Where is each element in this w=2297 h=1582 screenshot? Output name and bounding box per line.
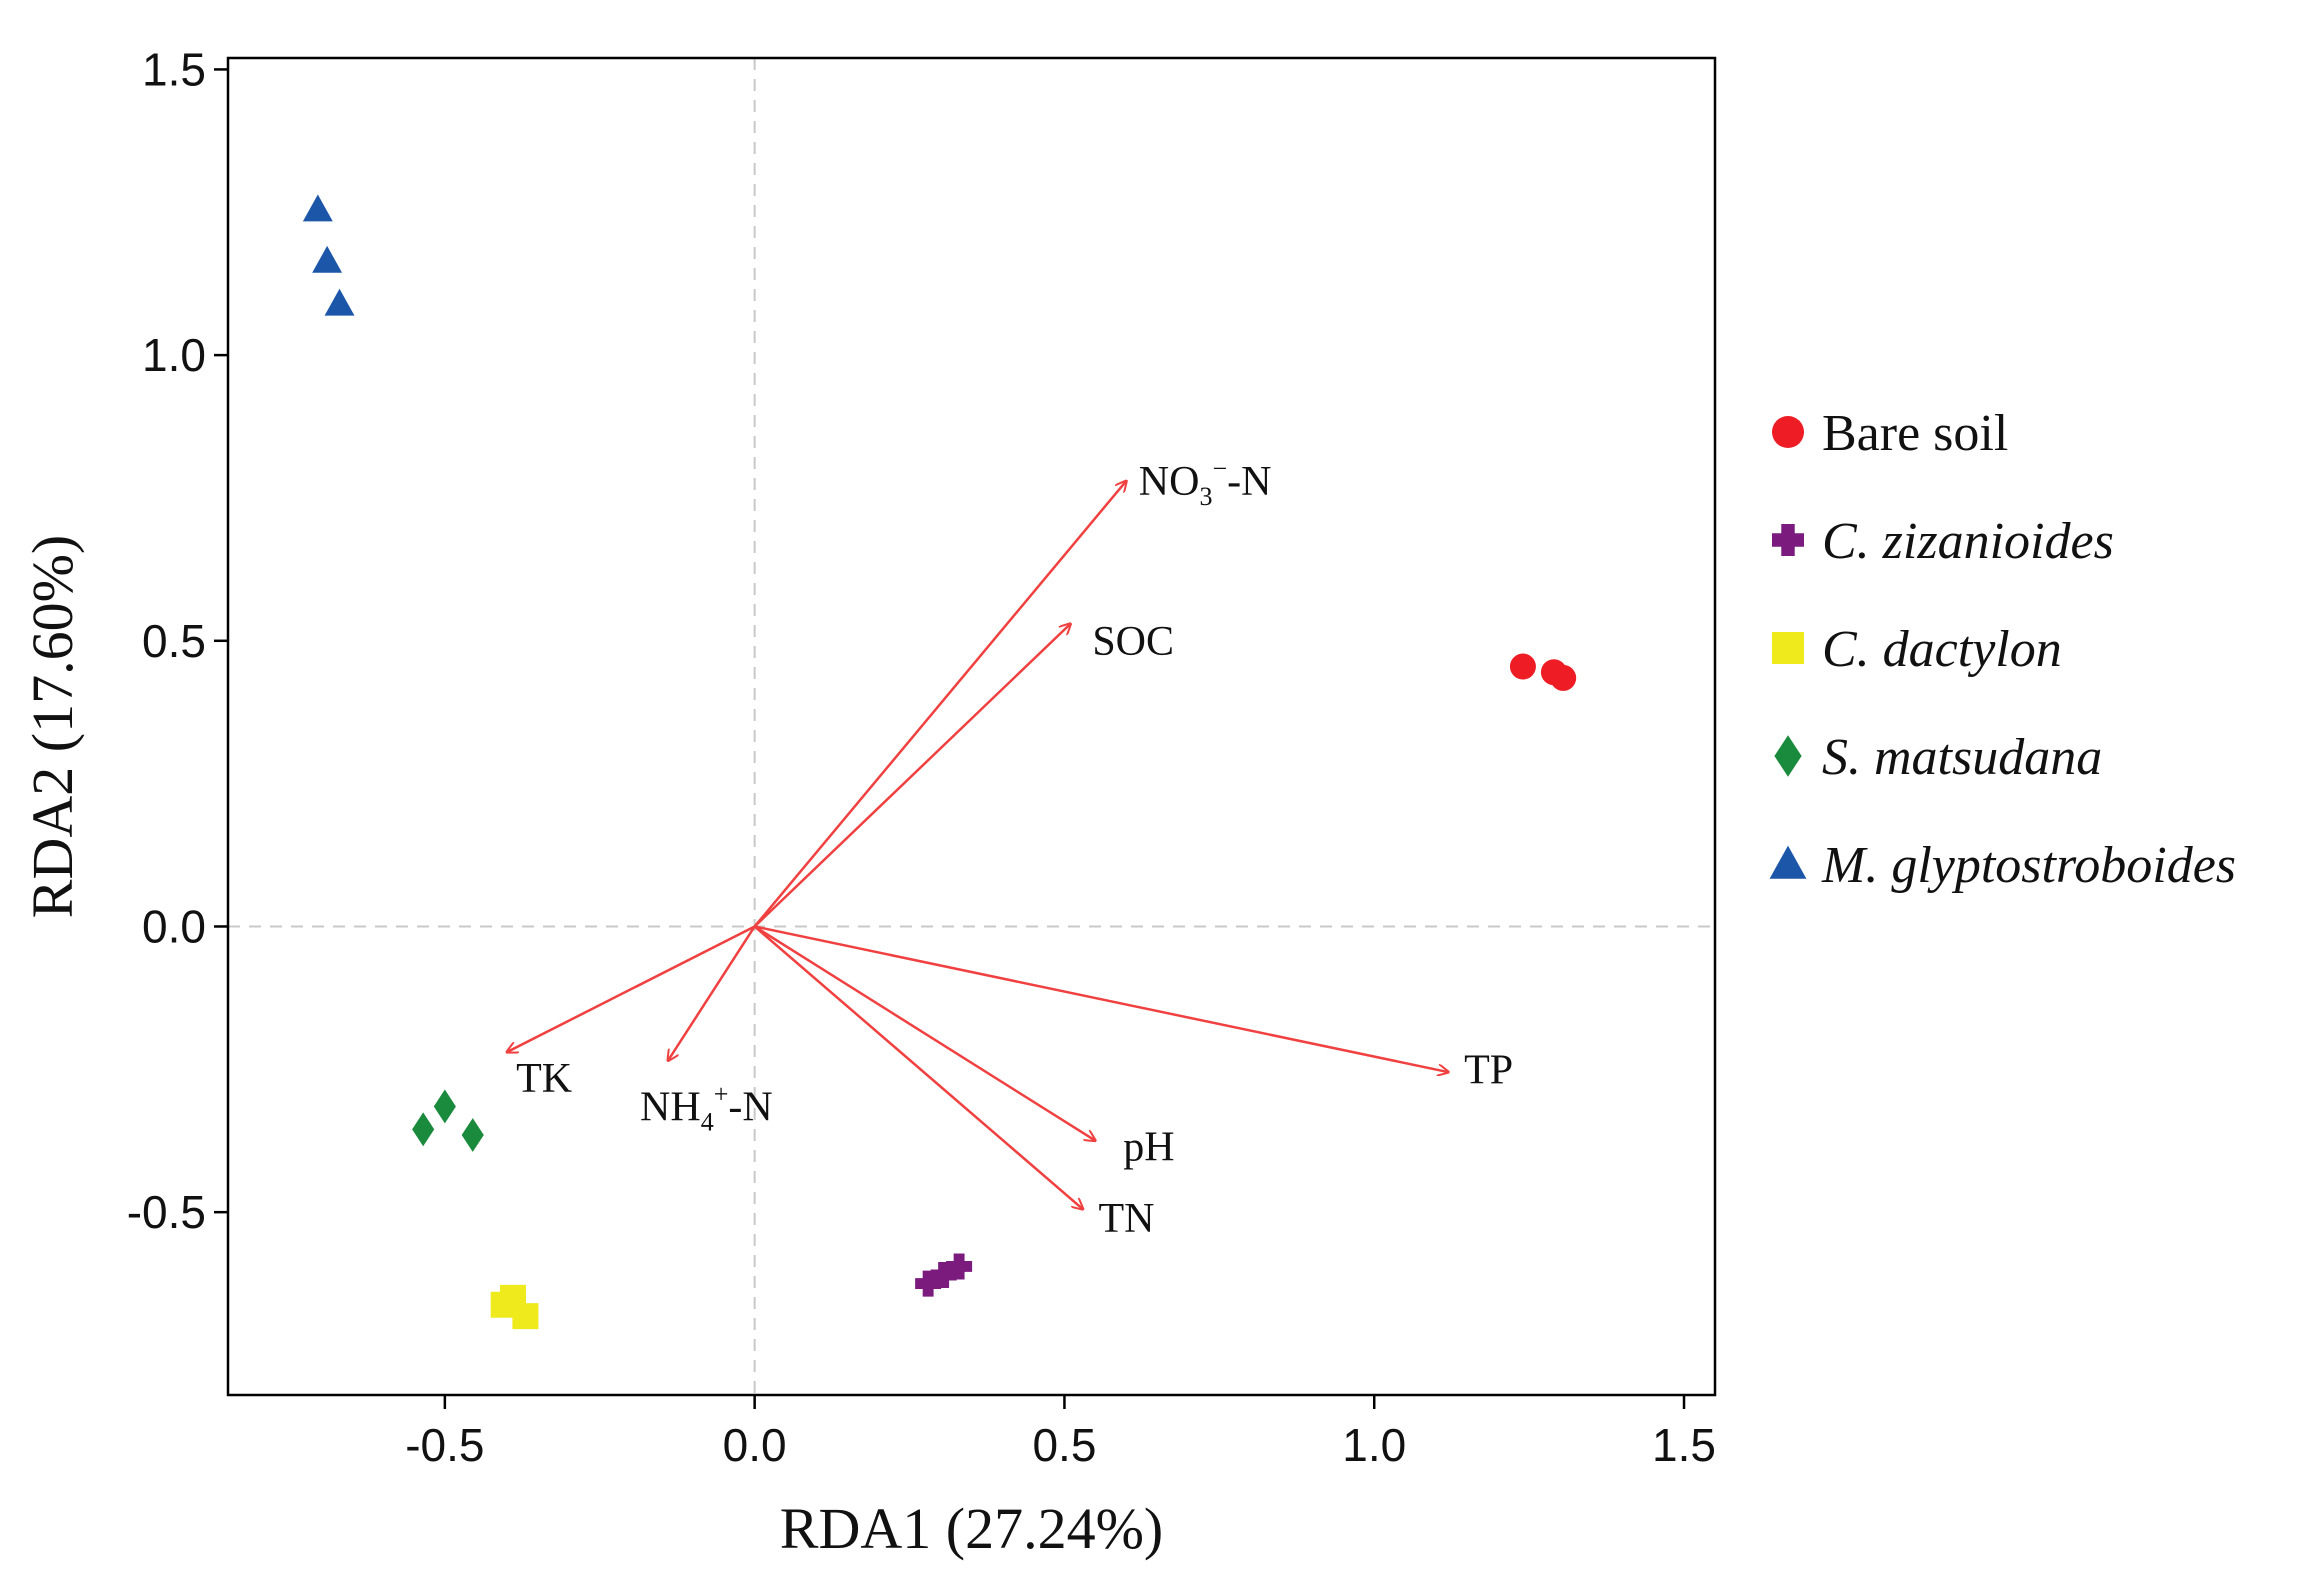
legend-marker-m-glyptostroboides xyxy=(1769,845,1807,879)
vector-label-tp: TP xyxy=(1464,1047,1513,1093)
vector-arrow-tk xyxy=(507,925,756,1052)
x-tick-label: 0.5 xyxy=(1032,1419,1096,1471)
vector-arrow-tp xyxy=(754,925,1449,1072)
point-m-glyptostroboides xyxy=(302,194,333,222)
point-s-matsudana xyxy=(461,1118,484,1152)
vector-arrow-no3 xyxy=(753,481,1127,928)
legend-marker-c-dactylon xyxy=(1772,632,1804,664)
vector-label-ph: pH xyxy=(1123,1124,1174,1170)
legend-label-bare-soil: Bare soil xyxy=(1822,405,2008,462)
plot-frame xyxy=(226,56,1717,1397)
y-tick-label: 1.0 xyxy=(142,329,206,381)
y-tick-label: 0.0 xyxy=(142,900,206,952)
x-axis-title: RDA1 (27.24%) xyxy=(780,1496,1163,1561)
point-m-glyptostroboides xyxy=(312,245,343,273)
vector-arrow-nh4 xyxy=(668,925,756,1060)
vector-arrow-soc xyxy=(753,624,1071,928)
legend-label-c-dactylon: C. dactylon xyxy=(1822,621,2062,678)
point-s-matsudana xyxy=(412,1112,435,1147)
legend-marker-c-zizanioides xyxy=(1772,524,1804,556)
vector-label-no3: NO3−-N xyxy=(1139,454,1272,511)
y-tick-label: 1.5 xyxy=(142,43,206,95)
x-tick-label: 1.5 xyxy=(1652,1419,1716,1471)
vector-label-tk: TK xyxy=(516,1056,572,1102)
point-c-zizanioides xyxy=(946,1253,973,1280)
legend-label-s-matsudana: S. matsudana xyxy=(1822,729,2102,786)
x-tick-label: 0.0 xyxy=(723,1419,787,1471)
x-axis: -0.5 0.0 0.5 1.0 1.5 xyxy=(405,1395,1716,1471)
reference-lines xyxy=(228,58,1715,1395)
vector-label-nh4: NH4+-N xyxy=(640,1079,773,1136)
legend: Bare soil C. zizanioides C. dactylon S. mat… xyxy=(1769,405,2236,894)
point-m-glyptostroboides xyxy=(324,288,355,316)
point-bare-soil xyxy=(1550,664,1577,691)
vector-arrow-tn xyxy=(753,925,1083,1209)
x-tick-label: 1.0 xyxy=(1342,1419,1406,1471)
legend-marker-s-matsudana xyxy=(1774,735,1802,777)
environment-vectors: NO3−-N SOC TP pH TN TK NH4+-N xyxy=(507,454,1513,1242)
point-c-dactylon xyxy=(512,1303,539,1330)
y-tick-label: 0.5 xyxy=(142,615,206,667)
legend-label-c-zizanioides: C. zizanioides xyxy=(1822,513,2114,570)
vector-arrow-ph xyxy=(753,925,1096,1140)
vector-label-tn: TN xyxy=(1099,1196,1155,1242)
y-axis: -0.5 0.0 0.5 1.0 1.5 xyxy=(127,43,228,1238)
point-bare-soil xyxy=(1509,653,1536,680)
x-tick-label: -0.5 xyxy=(405,1419,484,1471)
legend-label-m-glyptostroboides: M. glyptostroboides xyxy=(1821,837,2236,894)
point-c-zizanioides xyxy=(915,1270,942,1297)
vector-label-soc: SOC xyxy=(1092,619,1174,665)
sample-points xyxy=(302,194,1577,1330)
point-s-matsudana xyxy=(433,1089,456,1124)
y-tick-label: -0.5 xyxy=(127,1186,206,1238)
legend-marker-bare-soil xyxy=(1772,416,1804,448)
y-axis-title: RDA2 (17.60%) xyxy=(20,535,85,918)
point-c-zizanioides xyxy=(930,1262,957,1289)
